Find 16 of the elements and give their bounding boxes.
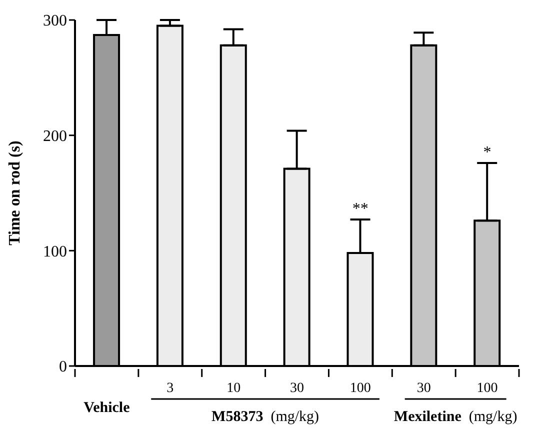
- x-tick-label: 3: [166, 381, 174, 396]
- y-tick-label: 100: [43, 243, 67, 260]
- x-tick-label: 10: [226, 381, 241, 396]
- y-tick-label: 0: [59, 358, 67, 376]
- x-tick-label: 100: [350, 381, 371, 396]
- text: Mexiletine (mg/kg): [394, 409, 518, 425]
- annotation: *: [483, 144, 492, 162]
- x-tick-label: 30: [290, 381, 304, 396]
- x-tick-label: Vehicle: [84, 400, 130, 416]
- y-tick-label: 200: [43, 128, 67, 146]
- annotation: **: [352, 200, 368, 218]
- text: M58373 (mg/kg): [212, 409, 320, 425]
- y-axis-title: Time on rod (s): [6, 140, 24, 246]
- y-tick-label: 300: [43, 12, 67, 30]
- x-tick-label: 30: [416, 381, 431, 396]
- x-tick-label: 100: [476, 381, 498, 396]
